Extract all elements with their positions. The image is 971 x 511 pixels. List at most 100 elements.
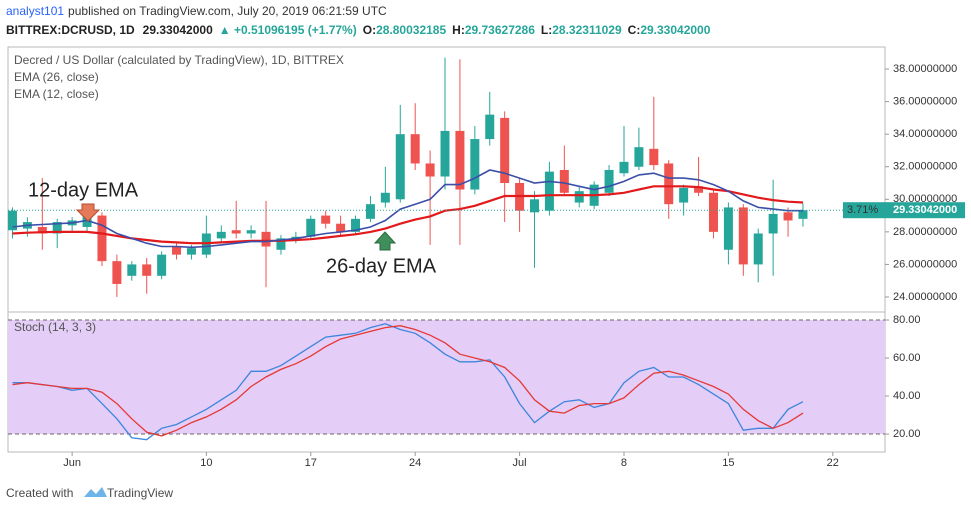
ohlc-label: H: xyxy=(452,23,465,37)
candle-body xyxy=(798,210,808,219)
y-tick-label: 32.00000000 xyxy=(893,161,957,173)
x-tick-label: Jul xyxy=(513,457,527,469)
pane-border xyxy=(7,46,886,453)
candle-body xyxy=(216,231,226,239)
symbol-line: BITTREX:DCRUSD, 1D 29.33042000 ▲ +0.510961… xyxy=(6,23,711,37)
symbol: BITTREX:DCRUSD, 1D xyxy=(6,23,135,37)
legend-ema26: EMA (26, close) xyxy=(14,70,99,84)
chart: 24.0000000026.0000000028.0000000030.0000… xyxy=(7,57,965,469)
published: published on TradingView.com, July 20, 2… xyxy=(68,4,387,18)
x-tick-label: Jun xyxy=(63,457,81,469)
candle-body xyxy=(186,248,196,255)
candle-body xyxy=(634,147,644,167)
stoch-line xyxy=(12,325,804,437)
candle-body xyxy=(37,226,47,234)
candle-body xyxy=(172,246,182,255)
change-label: 3.71% xyxy=(847,204,878,216)
y-tick-label: 28.00000000 xyxy=(893,226,957,238)
y-tick-label: 26.00000000 xyxy=(893,258,957,270)
y-tick-label: 40.00 xyxy=(893,390,921,402)
candle-body xyxy=(694,186,704,193)
candle-body xyxy=(649,148,659,166)
candle-body xyxy=(410,134,420,164)
candle-body xyxy=(679,187,689,203)
band-fill xyxy=(8,320,885,435)
candle-body xyxy=(425,163,435,177)
y-tick-label: 24.00000000 xyxy=(893,291,957,303)
candle-body xyxy=(574,191,584,203)
logo xyxy=(84,487,107,497)
candle-body xyxy=(142,264,152,276)
candle-body xyxy=(619,161,629,174)
annotation: 12-day EMA xyxy=(28,179,139,201)
candle-body xyxy=(351,218,361,232)
x-tick-label: 17 xyxy=(305,457,317,469)
candle-body xyxy=(127,264,137,276)
x-tick-label: 24 xyxy=(409,457,421,469)
candle-body xyxy=(485,114,495,140)
candle-body xyxy=(246,230,256,234)
candle-body xyxy=(52,222,62,234)
footer-brand[interactable]: TradingView xyxy=(107,486,173,500)
candle-body xyxy=(738,207,748,265)
candle-body xyxy=(112,261,122,284)
legend-ema12: EMA (12, close) xyxy=(14,87,99,101)
candle-body xyxy=(395,134,405,200)
candle-body xyxy=(157,254,167,276)
candle-body xyxy=(559,169,569,193)
ema-line xyxy=(12,185,804,245)
ohlc-value: 29.33042000 xyxy=(640,23,710,37)
candle-body xyxy=(768,213,778,234)
ohlc-label: C: xyxy=(628,23,641,37)
publish-line: analyst101 published on TradingView.com, … xyxy=(6,4,387,18)
y-tick-label: 20.00 xyxy=(893,428,921,440)
x-tick-label: 15 xyxy=(722,457,734,469)
candle-body xyxy=(604,169,614,193)
annotation: 26-day EMA xyxy=(326,255,437,277)
candle-body xyxy=(231,230,241,234)
candle-body xyxy=(723,207,733,250)
price-tag xyxy=(885,202,965,219)
candle-body xyxy=(365,204,375,219)
ohlc-value: 29.73627286 xyxy=(465,23,535,37)
candle-body xyxy=(664,163,674,205)
candle-body xyxy=(306,218,316,237)
candle-body xyxy=(336,223,346,232)
candle-body xyxy=(470,139,480,190)
change: ▲ +0.51096195 (+1.77%) xyxy=(219,23,357,37)
y-tick-label: 80.00 xyxy=(893,314,921,326)
author[interactable]: analyst101 xyxy=(6,4,64,18)
candle-body xyxy=(708,192,718,232)
candle-body xyxy=(380,192,390,203)
ohlc-label: L: xyxy=(541,23,552,37)
candle-body xyxy=(97,215,107,262)
stoch-line xyxy=(12,323,804,441)
candle-body xyxy=(753,233,763,265)
x-tick-label: 8 xyxy=(621,457,627,469)
ohlc-value: 28.80032185 xyxy=(376,23,446,37)
arrow-down xyxy=(75,203,101,222)
change-tag xyxy=(843,202,885,219)
candle-body xyxy=(321,215,331,224)
arrow-up xyxy=(373,231,397,251)
y-tick-label: 60.00 xyxy=(893,352,921,364)
candle-body xyxy=(440,130,450,177)
price: 29.33042000 xyxy=(143,23,213,37)
candle-body xyxy=(529,199,539,213)
x-tick-label: 10 xyxy=(200,457,212,469)
candle-body xyxy=(261,231,271,247)
y-tick-label: 38.00000000 xyxy=(893,63,957,75)
candle-body xyxy=(276,238,286,250)
x-tick-label: 22 xyxy=(827,457,839,469)
ohlc-value: 28.32311029 xyxy=(552,23,622,37)
y-tick-label: 36.00000000 xyxy=(893,96,957,108)
candle-body xyxy=(455,130,465,190)
stoch-title: Stoch (14, 3, 3) xyxy=(14,320,96,334)
candle-body xyxy=(783,212,793,221)
y-tick-label: 34.00000000 xyxy=(893,128,957,140)
ema-line xyxy=(12,169,803,249)
footer-created: Created with xyxy=(6,486,73,500)
price-label: 29.33042000 xyxy=(893,204,957,216)
candle-body xyxy=(500,117,510,184)
